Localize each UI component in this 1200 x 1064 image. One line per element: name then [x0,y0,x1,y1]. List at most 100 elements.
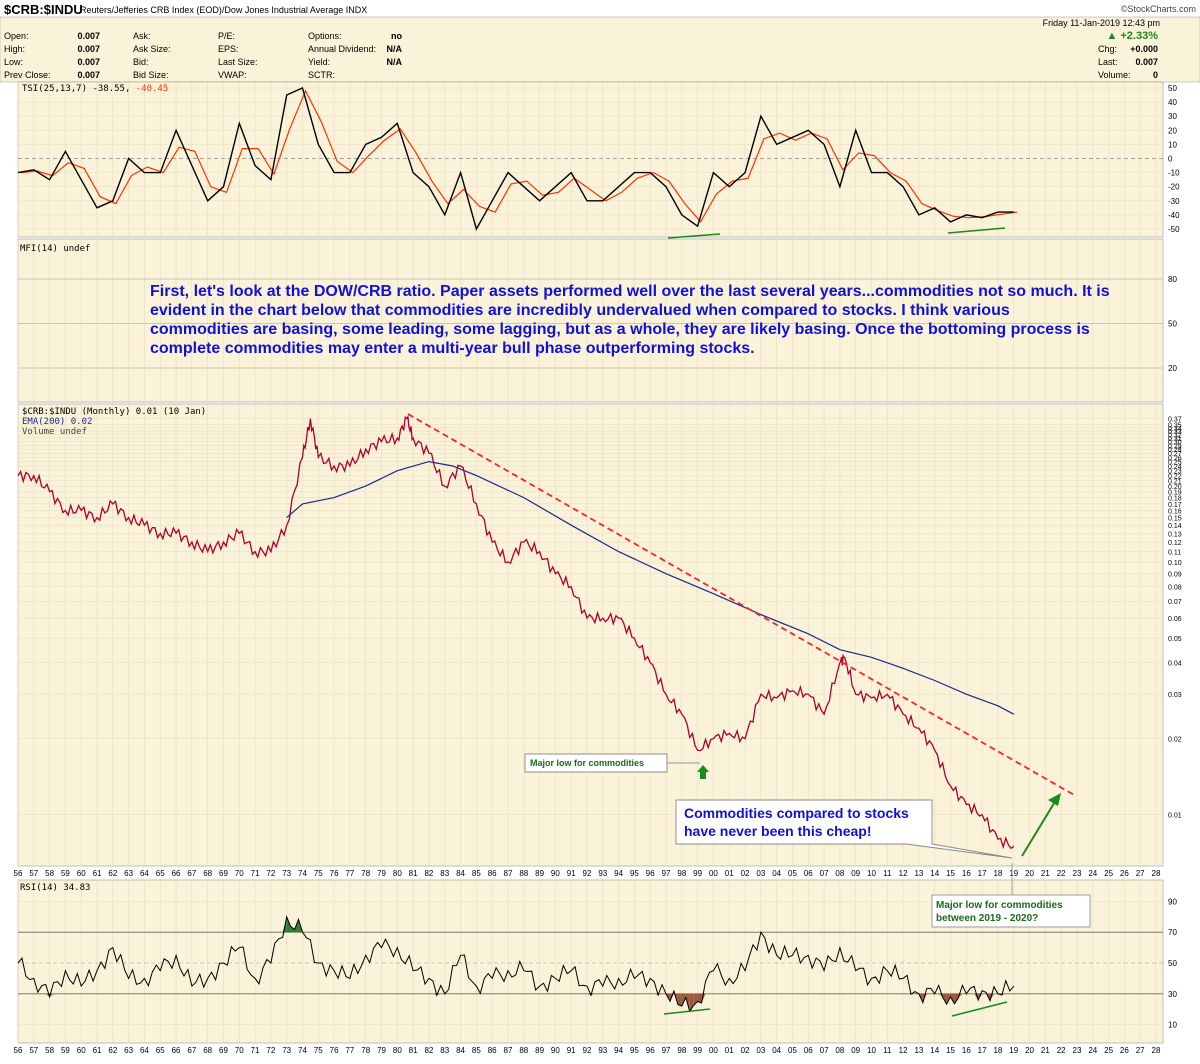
price-tick-label: 0.13 [1168,531,1182,538]
x-tick-label: 11 [883,1046,892,1055]
x-tick-label: 26 [1120,869,1129,878]
x-tick-label: 85 [472,1046,481,1055]
tsi-tick-label: -40 [1168,211,1180,220]
x-tick-label: 95 [630,869,639,878]
x-tick-label: 95 [630,1046,639,1055]
x-tick-label: 83 [440,869,449,878]
x-tick-label: 77 [345,1046,354,1055]
tsi-tick-label: -20 [1168,183,1180,192]
x-tick-label: 02 [741,869,750,878]
x-tick-label: 84 [456,1046,465,1055]
x-tick-label: 59 [61,1046,70,1055]
x-tick-label: 86 [488,1046,497,1055]
x-tick-label: 13 [914,869,923,878]
quote-label: Annual Dividend: [308,44,376,54]
x-tick-label: 94 [614,869,623,878]
x-tick-label: 94 [614,1046,623,1055]
x-tick-label: 74 [298,1046,307,1055]
price-tick-label: 0.11 [1168,550,1181,557]
symbol-title: $CRB:$INDU [4,2,83,17]
x-tick-label: 72 [266,869,275,878]
x-tick-label: 10 [867,869,876,878]
annotation-future-low-line1: Major low for commodities [936,900,1063,911]
x-tick-label: 75 [314,1046,323,1055]
x-tick-label: 23 [1073,1046,1082,1055]
tsi-tick-label: 30 [1168,112,1177,121]
x-tick-label: 89 [535,1046,544,1055]
x-tick-label: 28 [1152,1046,1161,1055]
legend-price-label: $CRB:$INDU (Monthly) 0.01 (10 Jan) [22,407,206,417]
x-tick-label: 68 [203,1046,212,1055]
x-tick-label: 79 [377,1046,386,1055]
price-tick-label: 0.05 [1168,636,1182,643]
price-tick-label: 0.14 [1168,523,1182,530]
price-tick-label: 0.16 [1168,509,1182,516]
x-tick-label: 21 [1041,1046,1050,1055]
quote-value: N/A [387,57,403,67]
x-tick-label: 00 [709,1046,718,1055]
quote-label: VWAP: [218,70,247,80]
x-tick-label: 57 [29,1046,38,1055]
quote-label: Low: [4,57,23,67]
x-tick-label: 17 [978,1046,987,1055]
x-tick-label: 81 [409,1046,418,1055]
x-tick-label: 65 [156,869,165,878]
x-tick-label: 62 [108,1046,117,1055]
quote-value: 0.007 [77,57,100,67]
x-tick-label: 86 [488,869,497,878]
x-tick-label: 16 [962,869,971,878]
quote-value: 0 [1153,70,1158,80]
x-tick-label: 80 [393,1046,402,1055]
x-tick-label: 96 [646,869,655,878]
price-tick-label: 0.01 [1168,813,1182,820]
tsi-tick-label: 20 [1168,126,1177,135]
legend-volume-label: Volume undef [22,427,87,437]
x-tick-label: 58 [45,869,54,878]
tsi-tick-label: 40 [1168,98,1177,107]
x-tick-label: 85 [472,869,481,878]
x-tick-label: 82 [424,1046,433,1055]
quote-label: EPS: [218,44,239,54]
quote-label: Ask: [133,31,151,41]
x-tick-label: 09 [851,1046,860,1055]
x-tick-label: 22 [1057,869,1066,878]
x-tick-label: 98 [677,1046,686,1055]
mfi-tick-label: 50 [1168,320,1177,329]
rsi-tick-label: 50 [1168,959,1177,968]
tsi-tick-label: -50 [1168,225,1180,234]
x-tick-label: 03 [756,1046,765,1055]
x-tick-label: 79 [377,869,386,878]
x-tick-label: 67 [187,869,196,878]
x-tick-label: 99 [693,869,702,878]
quote-value: N/A [387,44,403,54]
x-tick-label: 83 [440,1046,449,1055]
x-tick-label: 25 [1104,869,1113,878]
tsi-tick-label: 10 [1168,140,1177,149]
x-tick-label: 89 [535,869,544,878]
x-tick-label: 14 [930,1046,939,1055]
x-tick-label: 26 [1120,1046,1129,1055]
price-tick-label: 0.15 [1168,516,1182,523]
price-tick-label: 0.08 [1168,585,1182,592]
x-tick-label: 69 [219,869,228,878]
x-tick-label: 11 [883,869,892,878]
tsi-legend: TSI(25,13,7) -38.55, -40.45 [22,84,168,94]
rsi-tick-label: 70 [1168,928,1177,937]
x-tick-label: 71 [251,1046,260,1055]
x-tick-label: 21 [1041,869,1050,878]
x-tick-label: 15 [946,869,955,878]
x-tick-label: 68 [203,869,212,878]
x-tick-label: 76 [330,869,339,878]
annotation-cheap-line1: Commodities compared to stocks [684,805,909,821]
x-tick-label: 91 [567,1046,576,1055]
x-tick-label: 28 [1152,869,1161,878]
x-tick-label: 15 [946,1046,955,1055]
x-tick-label: 97 [662,869,671,878]
x-tick-label: 81 [409,869,418,878]
x-tick-label: 18 [993,869,1002,878]
x-tick-label: 04 [772,1046,781,1055]
x-tick-label: 10 [867,1046,876,1055]
